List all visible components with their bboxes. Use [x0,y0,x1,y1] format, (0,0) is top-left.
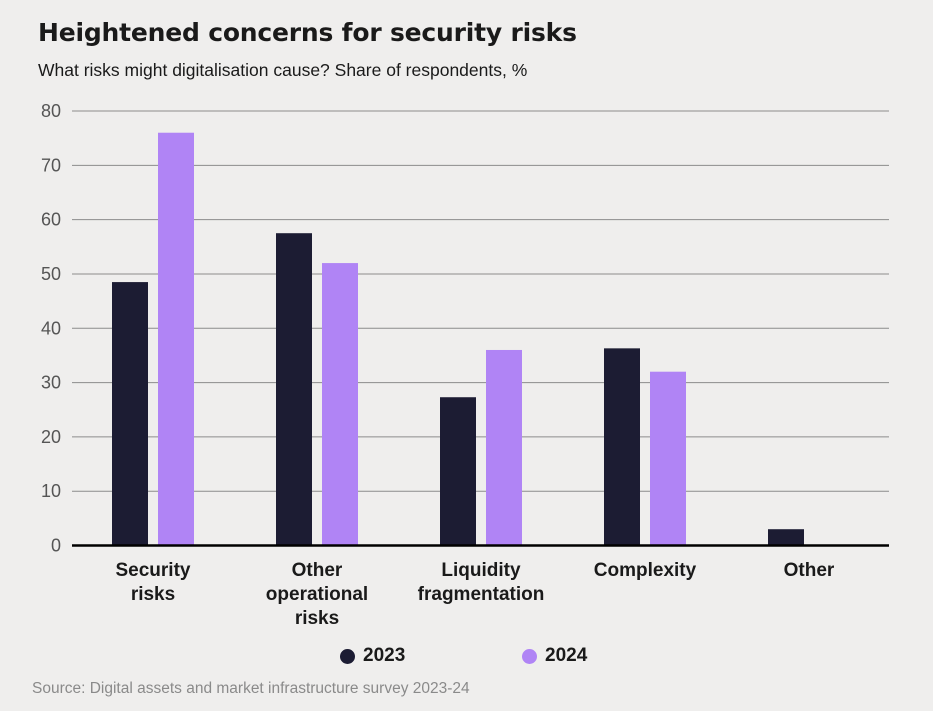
bar-2023-2 [440,397,476,546]
chart-subtitle: What risks might digitalisation cause? S… [38,60,528,80]
legend-swatch-2024 [522,648,537,664]
legend-item-2023: 2023 [340,645,405,667]
x-tick-label-line: risks [295,608,339,629]
x-tick-label-line: Security [116,560,191,581]
x-tick-label-line: operational [266,584,368,605]
y-tick-label-30: 30 [41,373,61,393]
legend: 2023 2024 [0,645,933,673]
source-note: Source: Digital assets and market infras… [32,680,470,697]
x-tick-label-line: fragmentation [418,584,545,605]
bar-2024-0 [158,132,194,546]
bar-2023-0 [112,282,148,546]
y-tick-label-0: 0 [51,536,61,556]
x-tick-label-3: Complexity [594,560,697,581]
x-tick-label-line: risks [131,584,175,605]
x-tick-label-0: Security risks [116,560,191,605]
y-tick-label-80: 80 [41,101,61,121]
y-tick-label-50: 50 [41,264,61,284]
y-tick-label-10: 10 [41,481,61,501]
y-tick-label-40: 40 [41,318,61,338]
bar-2023-1 [276,233,312,546]
x-tick-label-line: Liquidity [441,560,521,581]
x-tick-label-line: Other [784,560,835,581]
chart-title: Heightened concerns for security risks [38,18,577,47]
y-tick-label-60: 60 [41,210,61,230]
y-tick-label-20: 20 [41,427,61,447]
y-tick-label-70: 70 [41,155,61,175]
bar-2024-1 [322,263,358,546]
legend-label-2024: 2024 [545,645,588,666]
bar-2023-3 [604,348,640,546]
x-tick-label-1: Other operational risks [266,560,368,629]
bar-2023-4 [768,529,804,546]
legend-item-2024: 2024 [522,645,587,667]
bar-2024-3 [650,371,686,546]
x-tick-label-2: Liquidity fragmentation [418,560,545,605]
x-tick-label-4: Other [784,560,835,581]
legend-label-2023: 2023 [363,645,406,666]
x-tick-label-line: Complexity [594,560,697,581]
legend-swatch-2023 [340,648,355,664]
x-tick-label-line: Other [292,560,343,581]
bar-2024-2 [486,349,522,546]
